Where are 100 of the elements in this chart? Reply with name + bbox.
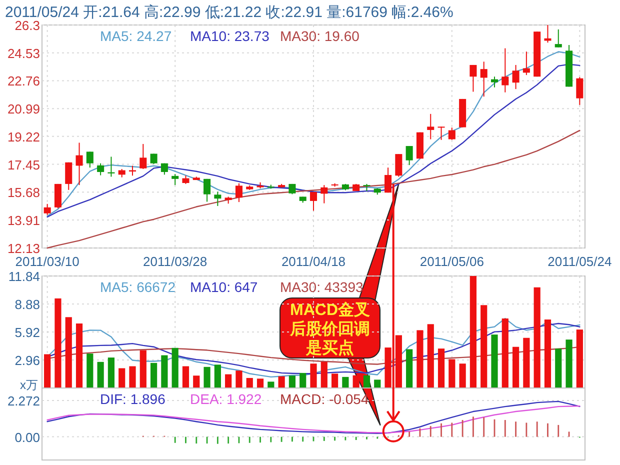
y-tick-label: 17.45 — [7, 157, 40, 172]
candlestick — [448, 127, 456, 140]
y-axis-title: x万 — [20, 378, 38, 392]
bar — [182, 366, 190, 388]
candlestick — [320, 184, 328, 204]
candlestick — [172, 174, 179, 186]
bar — [491, 334, 498, 388]
text: MACD: -0.054 — [280, 391, 369, 407]
y-tick-label: 8.88 — [14, 297, 40, 312]
bar — [278, 376, 285, 388]
candlestick — [235, 182, 242, 203]
bar — [352, 375, 360, 388]
bar — [320, 362, 328, 388]
bar — [566, 340, 572, 388]
bar — [108, 358, 115, 388]
text: MA10: 23.73 — [190, 28, 270, 44]
candlestick — [512, 64, 520, 90]
y-tick-label: 26.3 — [14, 18, 40, 33]
bar — [86, 354, 94, 388]
y-tick-label: 2.96 — [14, 353, 40, 368]
text: MA30: 19.60 — [280, 28, 360, 44]
candlestick — [86, 151, 94, 168]
bar — [534, 287, 540, 388]
candlestick — [395, 154, 402, 178]
text: MA30: 43393 — [280, 279, 364, 295]
bar — [384, 348, 392, 388]
y-tick-label: 13.91 — [7, 212, 40, 228]
series-label: DEA: 1.922 — [190, 391, 262, 407]
bar — [416, 330, 424, 388]
text: MA5: 24.27 — [100, 28, 172, 44]
bar — [172, 348, 178, 388]
candlestick — [54, 183, 62, 209]
x-tick-label: 2011/04/18 — [281, 254, 346, 269]
y-tick-label: 5.92 — [14, 325, 40, 340]
candlestick — [427, 113, 434, 140]
bar — [448, 359, 456, 388]
candlestick — [438, 126, 445, 140]
candlestick — [76, 142, 83, 186]
y-tick-label: 12.13 — [7, 241, 40, 256]
bar — [65, 317, 72, 388]
candlestick — [204, 178, 211, 202]
candlestick — [502, 48, 509, 93]
y-tick-label: 20.99 — [7, 102, 40, 117]
candlestick — [97, 162, 104, 176]
candlestick — [65, 162, 72, 190]
bar — [363, 375, 370, 388]
candlestick — [384, 167, 392, 194]
y-tick-label: 11.84 — [8, 269, 40, 284]
bar — [406, 349, 413, 388]
bar — [512, 346, 520, 388]
text: MA5: 66672 — [100, 279, 176, 295]
y-tick-label: 15.68 — [7, 185, 40, 200]
candlestick — [406, 146, 413, 166]
bar — [427, 324, 434, 388]
bar — [310, 364, 317, 388]
bar — [342, 376, 349, 388]
candlestick — [140, 143, 147, 170]
x-tick-label: 2011/05/06 — [420, 254, 484, 269]
bar — [44, 354, 51, 388]
bar — [544, 320, 552, 388]
candlestick — [470, 64, 477, 92]
bar — [268, 382, 274, 388]
bar — [523, 338, 530, 388]
annotation: MACD金叉后股价回调是买点 — [289, 301, 370, 357]
candlestick — [150, 153, 158, 164]
bar — [204, 366, 210, 388]
candlestick — [522, 51, 530, 76]
candlestick — [490, 76, 498, 88]
bar — [140, 350, 146, 388]
x-tick-label: 2011/03/28 — [143, 254, 208, 269]
y-tick-label: 2.272 — [7, 393, 40, 408]
bar — [97, 362, 104, 388]
candlestick — [480, 61, 488, 98]
bar — [555, 348, 562, 388]
bar — [246, 378, 253, 388]
text: MA10: 647 — [190, 279, 258, 295]
bar — [576, 330, 583, 388]
bar — [288, 376, 296, 388]
bar — [300, 372, 306, 388]
bar — [150, 362, 158, 388]
x-tick-label: 2011/03/10 — [15, 254, 80, 269]
line-series — [46, 130, 580, 249]
bar — [502, 318, 508, 388]
bar — [129, 366, 136, 388]
bar — [193, 376, 200, 388]
bar — [459, 364, 466, 388]
bar — [395, 335, 402, 388]
candlestick — [554, 28, 562, 48]
series-label: DIF: 1.896 — [100, 391, 166, 407]
y-tick-label: 0.00 — [14, 430, 40, 445]
bar — [118, 368, 126, 388]
bar — [214, 364, 221, 388]
bar — [161, 355, 168, 388]
bar — [331, 374, 338, 388]
candlestick — [310, 191, 318, 212]
candlestick — [108, 156, 115, 178]
bar — [54, 298, 62, 388]
y-tick-label: 22.76 — [7, 74, 40, 89]
y-tick-label: 24.53 — [7, 46, 40, 61]
candlestick — [44, 203, 51, 216]
